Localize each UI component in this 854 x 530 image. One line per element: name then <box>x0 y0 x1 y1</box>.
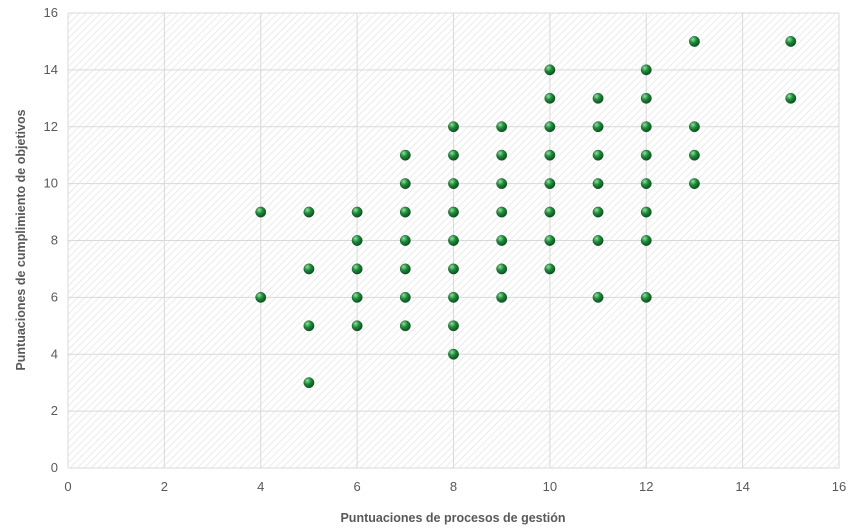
data-point <box>351 263 363 275</box>
data-point <box>592 92 604 104</box>
data-point <box>592 235 604 246</box>
data-point <box>689 121 700 133</box>
y-tick-label: 4 <box>51 346 58 361</box>
data-point <box>303 320 315 332</box>
y-tick-label: 16 <box>44 5 58 20</box>
data-point <box>351 235 363 246</box>
x-axis-title: Puntuaciones de procesos de gestión <box>340 511 565 525</box>
data-point <box>448 320 459 332</box>
data-point <box>399 263 411 275</box>
data-point <box>496 291 508 303</box>
data-point <box>255 291 267 303</box>
x-tick-label: 4 <box>257 479 264 494</box>
data-point <box>448 291 459 303</box>
data-point <box>640 206 652 218</box>
data-point <box>640 235 652 246</box>
data-point <box>399 291 411 303</box>
data-point <box>399 235 411 246</box>
data-point <box>544 92 556 104</box>
x-tick-label: 8 <box>450 479 457 494</box>
data-point <box>544 149 556 161</box>
data-point <box>496 178 508 190</box>
y-tick-label: 10 <box>44 176 58 191</box>
data-point <box>351 291 363 303</box>
data-point <box>448 206 459 218</box>
data-point <box>544 263 556 275</box>
y-tick-label: 12 <box>44 119 58 134</box>
data-point <box>592 291 604 303</box>
y-tick-label: 14 <box>44 62 58 77</box>
data-point <box>640 121 652 133</box>
data-point <box>544 178 556 190</box>
data-point <box>544 235 556 246</box>
x-tick-label: 10 <box>543 479 557 494</box>
data-point <box>592 178 604 190</box>
data-point <box>496 149 508 161</box>
x-tick-label: 16 <box>832 479 846 494</box>
data-point <box>448 178 459 190</box>
data-point <box>689 178 700 190</box>
data-point <box>255 206 267 218</box>
data-point <box>448 149 459 161</box>
data-point <box>399 149 411 161</box>
x-tick-label: 6 <box>354 479 361 494</box>
y-tick-label: 2 <box>51 403 58 418</box>
data-point <box>399 320 411 332</box>
x-tick-label: 14 <box>735 479 749 494</box>
data-point <box>496 235 508 246</box>
data-point <box>544 121 556 133</box>
data-point <box>448 235 459 246</box>
data-point <box>640 64 652 76</box>
data-point <box>592 149 604 161</box>
data-point <box>785 36 797 47</box>
data-point <box>448 121 459 133</box>
data-point <box>640 92 652 104</box>
data-point <box>351 320 363 332</box>
data-point <box>399 178 411 190</box>
y-tick-label: 8 <box>51 233 58 248</box>
data-point <box>640 178 652 190</box>
data-point <box>448 348 459 360</box>
y-tick-label: 6 <box>51 289 58 304</box>
data-point <box>303 377 315 389</box>
y-axis-tick-labels: 0 2 4 6 8 10 12 14 16 <box>44 5 58 475</box>
data-point <box>592 206 604 218</box>
data-point <box>592 121 604 133</box>
y-axis-title: Puntuaciones de cumplimiento de objetivo… <box>14 109 28 370</box>
data-point <box>496 206 508 218</box>
data-point <box>640 149 652 161</box>
data-point <box>351 206 363 218</box>
x-tick-label: 12 <box>639 479 653 494</box>
x-tick-label: 2 <box>161 479 168 494</box>
data-point <box>785 92 797 104</box>
y-tick-label: 0 <box>51 460 58 475</box>
x-tick-label: 0 <box>64 479 71 494</box>
data-point <box>448 263 459 275</box>
data-point <box>303 263 315 275</box>
data-point <box>640 291 652 303</box>
data-point <box>399 206 411 218</box>
data-point <box>496 263 508 275</box>
data-point <box>689 36 700 47</box>
x-axis-tick-labels: 0 2 4 6 8 10 12 14 16 <box>64 479 846 494</box>
data-point <box>496 121 508 133</box>
data-point <box>689 149 700 161</box>
data-point <box>544 206 556 218</box>
data-points <box>255 36 797 389</box>
data-point <box>303 206 315 218</box>
data-point <box>544 64 556 76</box>
